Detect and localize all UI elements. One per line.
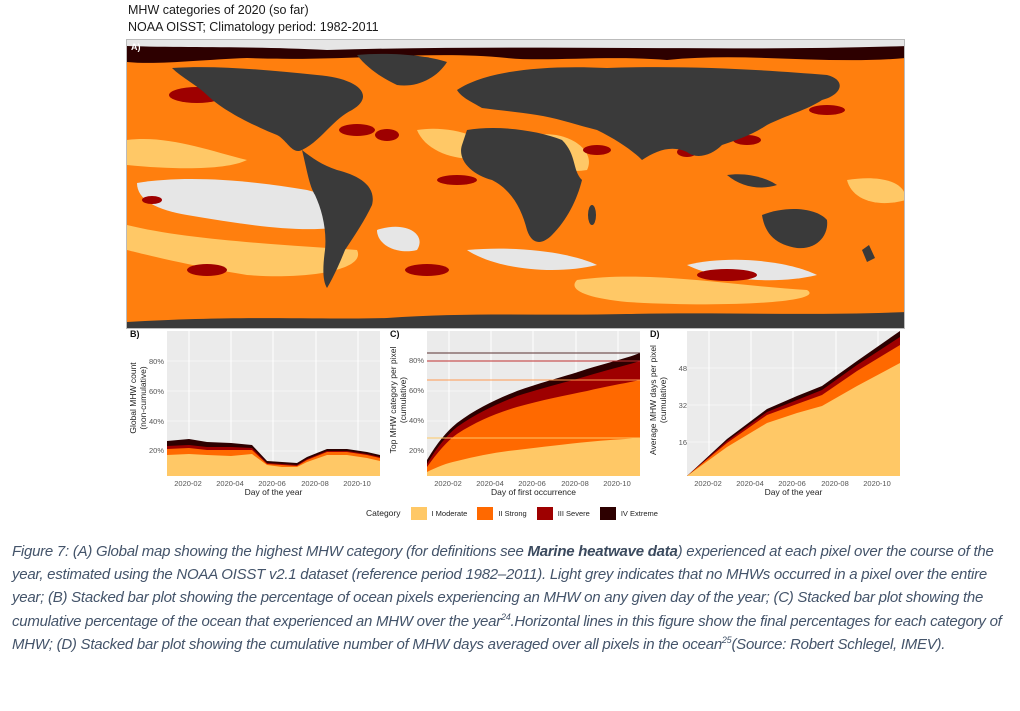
panel-c-xtick: 2020-10 bbox=[603, 479, 631, 488]
panel-b-label: B) bbox=[130, 329, 140, 339]
panel-a-label: A) bbox=[131, 42, 141, 52]
panel-d-xlabel: Day of the year bbox=[764, 487, 823, 497]
panel-d-xtick: 2020-08 bbox=[821, 479, 849, 488]
panel-c-ytick: 20% bbox=[408, 446, 424, 455]
legend-swatch-strong bbox=[477, 506, 494, 520]
figure-title-line1: MHW categories of 2020 (so far) bbox=[128, 3, 309, 17]
map-graphic: A) bbox=[127, 40, 904, 328]
panel-d-xtick: 2020-10 bbox=[863, 479, 891, 488]
category-legend: Category I Moderate II Strong III Severe… bbox=[366, 503, 668, 523]
legend-label-severe: III Severe bbox=[557, 508, 590, 518]
panel-b-ylabel: Global MHW count (non-cumulative) bbox=[128, 362, 148, 434]
panel-b-ytick: 20% bbox=[148, 446, 164, 455]
panel-c-xtick: 2020-08 bbox=[561, 479, 589, 488]
panel-d-ylabel: Average MHW days per pixel (cumulative) bbox=[648, 345, 668, 455]
panel-d-xtick: 2020-02 bbox=[694, 479, 722, 488]
panel-b-xtick: 2020-08 bbox=[301, 479, 329, 488]
legend-title: Category bbox=[366, 508, 401, 518]
panel-b-xtick: 2020-10 bbox=[343, 479, 371, 488]
panel-c-plot bbox=[427, 331, 640, 476]
panel-c-label: C) bbox=[390, 329, 400, 339]
panel-d-ytick: 16 bbox=[678, 438, 687, 447]
legend-swatch-moderate bbox=[410, 506, 427, 520]
panel-c-xtick: 2020-06 bbox=[518, 479, 546, 488]
figure-caption: Figure 7: (A) Global map showing the hig… bbox=[12, 543, 1002, 653]
panel-b-ytick: 60% bbox=[148, 387, 164, 396]
legend-swatch-extreme bbox=[599, 506, 616, 520]
panel-b-ytick: 40% bbox=[148, 417, 164, 426]
panel-d-ytick: 48 bbox=[678, 364, 687, 373]
panel-b-ytick: 80% bbox=[148, 357, 164, 366]
panel-c-graphic bbox=[427, 331, 640, 476]
caption-link-marine-heatwave-data[interactable]: Marine heatwave data bbox=[527, 543, 678, 560]
panel-c-xtick: 2020-02 bbox=[434, 479, 462, 488]
legend-swatch-severe bbox=[536, 506, 553, 520]
panel-b-xlabel: Day of the year bbox=[244, 487, 303, 497]
footnote-ref-24[interactable]: 24 bbox=[500, 611, 511, 622]
panel-d-ytick: 32 bbox=[678, 401, 687, 410]
global-mhw-map: A) bbox=[126, 39, 905, 329]
panel-b-xtick: 2020-04 bbox=[216, 479, 244, 488]
legend-label-strong: II Strong bbox=[498, 508, 527, 518]
legend-label-extreme: IV Extreme bbox=[620, 508, 658, 518]
panel-d-xtick: 2020-06 bbox=[778, 479, 806, 488]
panel-b-xtick: 2020-06 bbox=[258, 479, 286, 488]
panel-c-xtick: 2020-04 bbox=[476, 479, 504, 488]
panel-d-graphic bbox=[687, 331, 900, 476]
figure-title-line2: NOAA OISST; Climatology period: 1982-201… bbox=[128, 20, 379, 34]
panel-b-graphic bbox=[167, 331, 380, 476]
panel-d-label: D) bbox=[650, 329, 660, 339]
footnote-ref-25[interactable]: 25 bbox=[721, 634, 732, 645]
panel-b-xtick: 2020-02 bbox=[174, 479, 202, 488]
panel-d-xtick: 2020-04 bbox=[736, 479, 764, 488]
panel-c-ytick: 60% bbox=[408, 386, 424, 395]
panel-c-ytick: 40% bbox=[408, 416, 424, 425]
legend-label-moderate: I Moderate bbox=[431, 508, 468, 518]
panel-c-xlabel: Day of first occurrence bbox=[490, 487, 577, 497]
panel-b-plot bbox=[167, 331, 380, 476]
panel-c-ytick: 80% bbox=[408, 356, 424, 365]
figure-title: MHW categories of 2020 (so far) NOAA OIS… bbox=[128, 2, 379, 36]
panel-d-plot bbox=[687, 331, 900, 476]
